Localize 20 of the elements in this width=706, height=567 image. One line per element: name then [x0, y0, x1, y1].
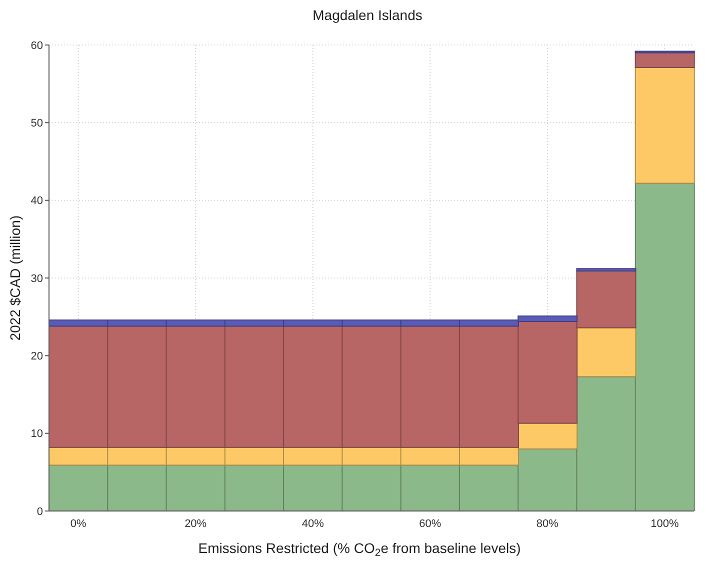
x-tick-label: 100%: [650, 518, 679, 530]
x-axis-title: Emissions Restricted (% CO$_{2}$e from baseline levels): [198, 540, 521, 560]
bar: [634, 52, 695, 68]
x-tick-label: 40%: [302, 518, 324, 530]
y-axis-title: 2022 $CAD (million): [7, 215, 23, 341]
x-tick-label: 80%: [536, 518, 559, 530]
bar: [576, 327, 636, 378]
y-tick-label: 40: [30, 195, 43, 208]
y-tick-label: 50: [30, 118, 43, 130]
y-tick-label: 60: [30, 40, 43, 52]
x-tick-label: 0%: [70, 518, 86, 530]
y-tick-label: 0: [36, 506, 43, 518]
y-tick-label: 20: [30, 350, 43, 363]
y-tick-label: 10: [30, 428, 43, 440]
x-tick-label: 20%: [184, 518, 207, 530]
y-tick-label: 30: [30, 272, 43, 285]
x-tick-label: 60%: [419, 518, 442, 530]
bar: [634, 67, 695, 184]
chart-title: Magdalen Islands: [312, 7, 422, 23]
bar: [576, 268, 636, 272]
